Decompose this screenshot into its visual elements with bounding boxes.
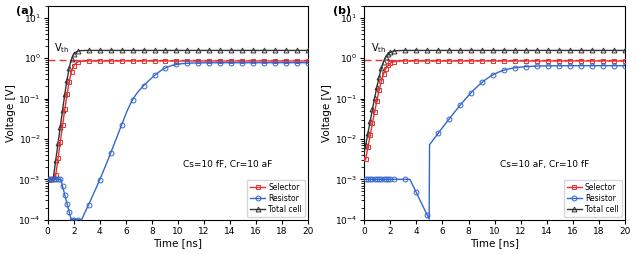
Legend: Selector, Resistor, Total cell: Selector, Resistor, Total cell [563, 180, 622, 217]
Y-axis label: Voltage [V]: Voltage [V] [6, 84, 15, 141]
Y-axis label: Voltage [V]: Voltage [V] [322, 84, 332, 141]
Text: Cs=10 fF, Cr=10 aF: Cs=10 fF, Cr=10 aF [183, 160, 272, 169]
Text: V$_{\mathrm{th}}$: V$_{\mathrm{th}}$ [54, 41, 69, 55]
Text: (b): (b) [333, 6, 351, 15]
X-axis label: Time [ns]: Time [ns] [153, 239, 202, 248]
Text: V$_{\mathrm{th}}$: V$_{\mathrm{th}}$ [371, 41, 386, 55]
Text: Cs=10 aF, Cr=10 fF: Cs=10 aF, Cr=10 fF [500, 160, 589, 169]
Legend: Selector, Resistor, Total cell: Selector, Resistor, Total cell [247, 180, 305, 217]
Text: (a): (a) [17, 6, 34, 15]
X-axis label: Time [ns]: Time [ns] [470, 239, 519, 248]
